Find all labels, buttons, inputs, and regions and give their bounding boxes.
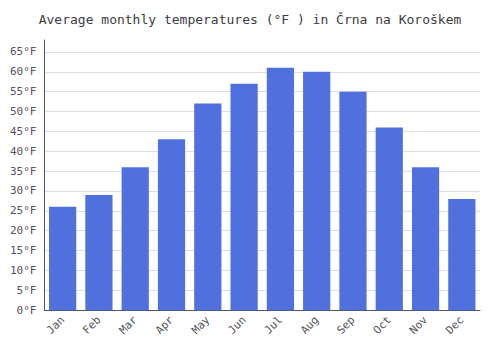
svg-text:20°F: 20°F [10, 224, 37, 237]
svg-text:10°F: 10°F [10, 264, 37, 277]
svg-text:30°F: 30°F [10, 184, 37, 197]
svg-text:Average monthly temperatures (: Average monthly temperatures (°F ) in Čr… [39, 12, 462, 27]
svg-text:55°F: 55°F [10, 85, 37, 98]
svg-text:25°F: 25°F [10, 204, 37, 217]
svg-text:60°F: 60°F [10, 65, 37, 78]
svg-text:Jun: Jun [225, 314, 248, 337]
svg-text:Oct: Oct [371, 314, 394, 337]
svg-text:Aug: Aug [298, 314, 321, 337]
svg-text:Dec: Dec [443, 314, 466, 337]
svg-text:5°F: 5°F [17, 284, 37, 297]
svg-text:65°F: 65°F [10, 45, 37, 58]
svg-text:Jul: Jul [262, 314, 285, 337]
svg-text:Jan: Jan [44, 314, 67, 337]
svg-text:50°F: 50°F [10, 105, 37, 118]
svg-text:35°F: 35°F [10, 165, 37, 178]
svg-text:May: May [189, 313, 212, 336]
svg-text:Feb: Feb [80, 314, 103, 337]
svg-text:15°F: 15°F [10, 244, 37, 257]
svg-text:Nov: Nov [407, 313, 430, 336]
svg-text:40°F: 40°F [10, 145, 37, 158]
svg-text:Mar: Mar [117, 313, 140, 336]
svg-text:Sep: Sep [334, 314, 357, 337]
svg-text:Apr: Apr [153, 313, 176, 336]
svg-text:0°F: 0°F [17, 304, 37, 317]
svg-text:45°F: 45°F [10, 125, 37, 138]
